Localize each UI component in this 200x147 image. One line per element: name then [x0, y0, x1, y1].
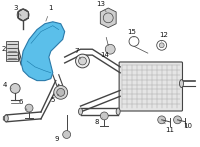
- Circle shape: [100, 112, 108, 120]
- Text: 15: 15: [128, 29, 136, 37]
- Circle shape: [105, 44, 115, 54]
- Polygon shape: [6, 41, 18, 61]
- Circle shape: [76, 54, 89, 68]
- Ellipse shape: [79, 108, 83, 115]
- Polygon shape: [21, 22, 65, 81]
- Circle shape: [174, 116, 181, 124]
- Ellipse shape: [4, 115, 8, 122]
- Text: 4: 4: [3, 82, 11, 88]
- Circle shape: [63, 131, 71, 138]
- Text: 7: 7: [74, 48, 81, 59]
- Circle shape: [54, 86, 68, 99]
- Text: 5: 5: [51, 94, 59, 103]
- Circle shape: [17, 9, 29, 21]
- Circle shape: [158, 116, 166, 124]
- Text: 13: 13: [96, 1, 106, 12]
- Polygon shape: [3, 115, 6, 122]
- FancyBboxPatch shape: [119, 62, 182, 111]
- Circle shape: [57, 88, 65, 96]
- Text: 9: 9: [55, 136, 65, 142]
- Ellipse shape: [116, 108, 120, 115]
- Circle shape: [79, 57, 86, 65]
- Circle shape: [10, 83, 20, 93]
- Text: 3: 3: [13, 5, 21, 16]
- Ellipse shape: [180, 80, 183, 87]
- Circle shape: [25, 104, 33, 112]
- Circle shape: [159, 43, 164, 48]
- Text: 11: 11: [164, 122, 174, 133]
- Text: 6: 6: [19, 99, 27, 110]
- Text: 10: 10: [180, 122, 192, 129]
- Text: 8: 8: [94, 118, 102, 125]
- Polygon shape: [100, 8, 116, 28]
- Text: 2: 2: [1, 46, 6, 52]
- Text: 12: 12: [159, 32, 168, 41]
- Text: 1: 1: [46, 5, 53, 21]
- Text: 14: 14: [100, 52, 109, 58]
- Polygon shape: [18, 9, 28, 21]
